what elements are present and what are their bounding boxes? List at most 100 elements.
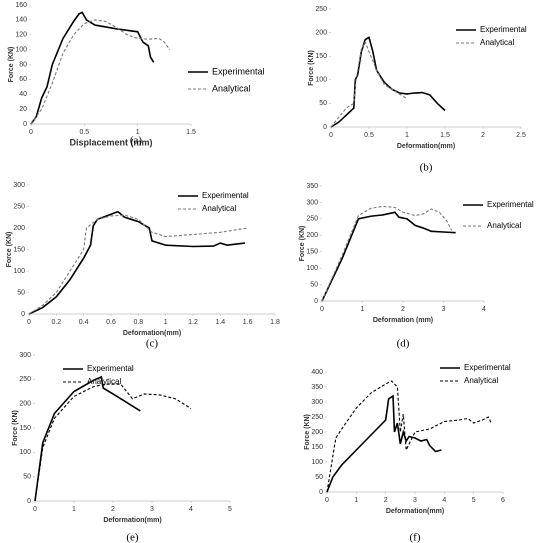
y-tick-label: 50 — [310, 281, 318, 288]
x-tick-label: 4 — [442, 497, 446, 504]
x-tick-label: 2 — [111, 506, 115, 513]
x-tick-label: 1 — [136, 129, 140, 136]
x-tick-label: 0.6 — [106, 319, 116, 326]
y-tick-label: 250 — [13, 203, 25, 210]
x-axis-label: Deformation (mm) — [373, 317, 433, 324]
legend-label: Analytical — [464, 376, 498, 385]
x-tick-label: 2 — [384, 497, 388, 504]
y-tick-label: 250 — [315, 6, 327, 13]
y-tick-label: 0 — [314, 298, 318, 305]
y-tick-label: 50 — [23, 474, 31, 481]
x-tick-label: 1.5 — [186, 129, 196, 136]
x-tick-label: 1.8 — [270, 319, 280, 326]
y-tick-label: 150 — [315, 53, 327, 60]
legend-label: Analytical — [202, 204, 236, 213]
legend-label: Analytical — [480, 38, 514, 47]
legend-label: Analytical — [487, 221, 521, 230]
x-axis-label: Deformation(mm) — [123, 330, 181, 337]
x-axis-label: Displacement (mm) — [69, 137, 152, 147]
x-tick-label: 2 — [481, 132, 485, 139]
y-tick-label: 300 — [306, 199, 318, 206]
x-tick-label: 1 — [164, 319, 168, 326]
panel-caption: (c) — [146, 338, 159, 350]
legend-label: Experimental — [87, 364, 134, 373]
data-line — [326, 380, 492, 493]
legend-label: Experimental — [487, 200, 534, 209]
data-line — [34, 383, 192, 502]
legend-label: Experimental — [202, 191, 249, 200]
y-tick-label: 40 — [19, 91, 27, 98]
data-line — [28, 210, 246, 315]
x-tick-label: 6 — [501, 497, 505, 504]
y-tick-label: 50 — [17, 289, 25, 296]
x-tick-label: 0.5 — [79, 129, 89, 136]
y-tick-label: 400 — [311, 369, 323, 376]
y-tick-label: 200 — [19, 401, 31, 408]
x-tick-label: 4 — [189, 506, 193, 513]
panel-caption: (b) — [420, 162, 433, 174]
x-tick-label: 1.4 — [215, 319, 225, 326]
y-tick-label: 150 — [13, 246, 25, 253]
x-tick-label: 0.8 — [133, 319, 143, 326]
x-tick-label: 1.5 — [440, 132, 450, 139]
y-axis-label: Force (KN) — [299, 226, 306, 262]
y-tick-label: 250 — [306, 216, 318, 223]
data-line — [30, 19, 171, 125]
x-tick-label: 0 — [33, 506, 37, 513]
x-tick-label: 1 — [354, 497, 358, 504]
x-tick-label: 2 — [401, 306, 405, 313]
y-axis-label: Force (KN) — [308, 50, 315, 86]
data-line — [28, 214, 248, 315]
y-tick-label: 60 — [19, 76, 27, 83]
y-tick-label: 250 — [19, 376, 31, 383]
x-tick-label: 0 — [329, 132, 333, 139]
y-tick-label: 200 — [306, 232, 318, 239]
panel-caption: (a) — [130, 135, 143, 147]
x-axis-label: Deformation(mm) — [103, 517, 161, 524]
y-tick-label: 100 — [15, 46, 27, 53]
y-tick-label: 350 — [311, 384, 323, 391]
y-tick-label: 100 — [13, 268, 25, 275]
data-line — [34, 375, 141, 502]
y-tick-label: 0 — [23, 121, 27, 128]
data-line — [321, 211, 456, 302]
y-tick-label: 100 — [311, 459, 323, 466]
data-line — [321, 205, 453, 302]
legend-label: Experimental — [212, 66, 265, 76]
y-tick-label: 80 — [19, 61, 27, 68]
y-tick-label: 120 — [15, 32, 27, 39]
legend-label: Experimental — [464, 363, 511, 372]
y-tick-label: 150 — [306, 249, 318, 256]
y-tick-label: 300 — [19, 352, 31, 359]
panel-caption: (e) — [126, 532, 139, 543]
x-axis-label: Deformation(mm) — [397, 143, 455, 150]
x-tick-label: 0 — [29, 129, 33, 136]
x-tick-label: 4 — [482, 306, 486, 313]
y-tick-label: 300 — [311, 399, 323, 406]
y-tick-label: 200 — [315, 29, 327, 36]
y-tick-label: 150 — [19, 425, 31, 432]
x-tick-label: 3 — [150, 506, 154, 513]
x-tick-label: 1 — [72, 506, 76, 513]
x-tick-label: 5 — [228, 506, 232, 513]
x-tick-label: 0 — [325, 497, 329, 504]
y-axis-label: Force (KN) — [6, 232, 13, 268]
x-tick-label: 0.5 — [364, 132, 374, 139]
x-tick-label: 0.2 — [51, 319, 61, 326]
x-tick-label: 1 — [405, 132, 409, 139]
x-tick-label: 5 — [472, 497, 476, 504]
y-tick-label: 160 — [15, 2, 27, 9]
legend-label: Analytical — [212, 83, 251, 93]
data-line — [30, 11, 155, 125]
x-tick-label: 0.4 — [79, 319, 89, 326]
data-line — [326, 394, 442, 493]
legend-label: Analytical — [87, 377, 121, 386]
y-tick-label: 350 — [306, 183, 318, 190]
panel-caption: (d) — [397, 338, 410, 350]
y-tick-label: 300 — [13, 182, 25, 189]
x-tick-label: 2.5 — [516, 132, 526, 139]
y-tick-label: 250 — [311, 414, 323, 421]
y-tick-label: 20 — [19, 106, 27, 113]
panel-caption: (f) — [410, 532, 421, 543]
